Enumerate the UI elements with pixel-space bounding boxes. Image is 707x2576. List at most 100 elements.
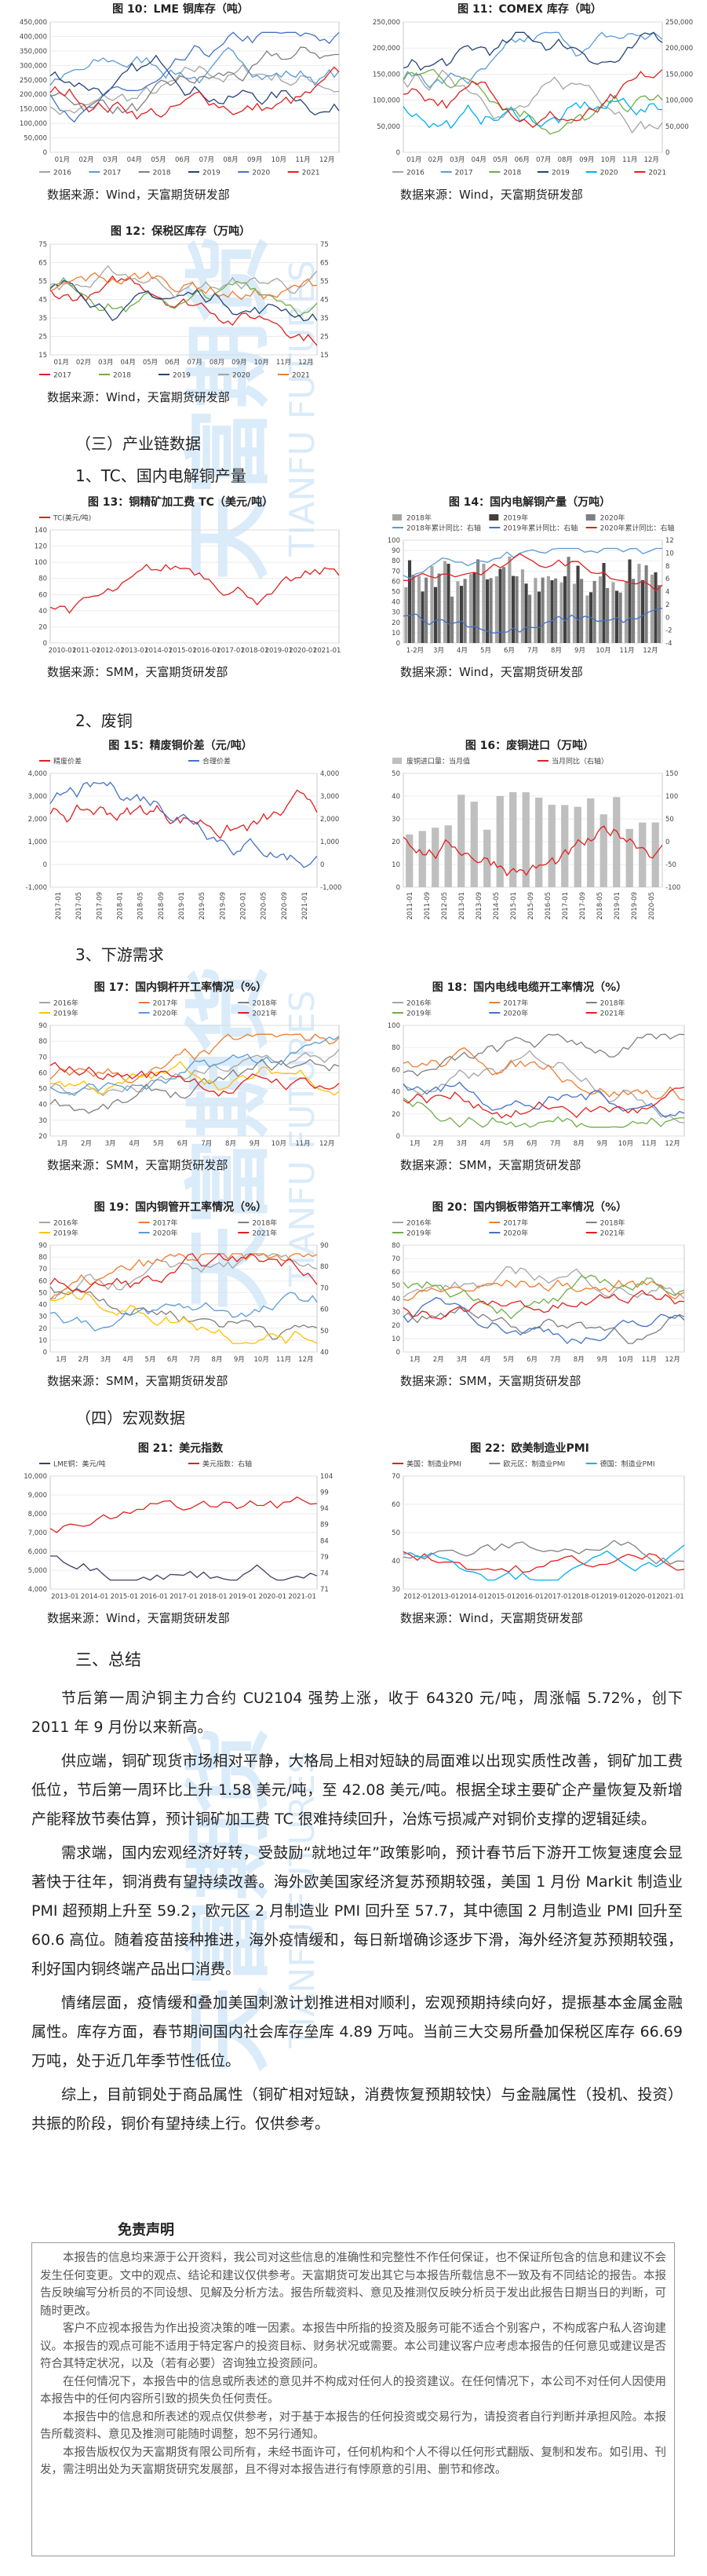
decor-bar <box>421 591 425 643</box>
y-tick-label: 8 <box>665 563 669 571</box>
x-tick-label: 2020-01 <box>289 647 317 655</box>
x-tick-label: 12月 <box>319 156 334 164</box>
decor-bar <box>548 805 556 887</box>
x-tick-label: 03月 <box>98 359 113 367</box>
legend-label: 2018年 <box>600 999 625 1008</box>
decor-line <box>403 69 663 134</box>
x-tick-label: 05月 <box>143 359 158 367</box>
legend-label: 德国：制造业PMI <box>600 1460 655 1469</box>
y-tick-label: 40 <box>392 1558 400 1566</box>
x-tick-label: 08月 <box>223 156 238 164</box>
x-tick-label: 2018-05 <box>596 892 604 920</box>
legend-label: 2018 <box>153 170 171 177</box>
y-tick-label: 90 <box>38 1242 47 1250</box>
y-tick-label: 2 <box>665 601 669 609</box>
x-tick-label: 2020-05 <box>648 892 656 920</box>
x-tick-label: 2月 <box>433 1140 444 1148</box>
y-tick-label: 4,000 <box>28 1586 47 1594</box>
x-tick-label: 2月 <box>433 1356 444 1364</box>
y-tick-label: 100 <box>388 537 400 545</box>
y-tick-label: 15 <box>320 352 329 360</box>
decor-bar <box>459 586 464 643</box>
legend-label: 欧元区：制造业PMI <box>503 1460 565 1469</box>
subsection-heading: 2、废铜 <box>75 711 133 730</box>
y-tick-label: 45 <box>38 297 47 305</box>
decor-bar <box>411 574 415 643</box>
legend-label: 2017 <box>103 170 121 177</box>
y-tick-label: 4,000 <box>320 770 339 778</box>
x-tick-label: 4月 <box>479 1356 490 1364</box>
y-tick-label: 0 <box>396 884 400 892</box>
plot-frame <box>49 773 318 888</box>
x-tick-label: 2017-05 <box>75 892 83 920</box>
y-tick-label: 100 <box>35 559 47 567</box>
x-tick-label: 2013-01 <box>51 1593 79 1601</box>
x-tick-label: 2018-01 <box>572 1593 600 1601</box>
decor-bar <box>628 559 632 643</box>
decor-line <box>403 1540 685 1565</box>
y-tick-label: 70 <box>38 1054 47 1061</box>
x-tick-label: 11月 <box>619 647 634 655</box>
y-tick-label: 150,000 <box>20 106 47 114</box>
y-tick-label: 100 <box>388 1022 400 1030</box>
watermark: 天富期货 TIANFU FUTURES <box>179 1727 323 2073</box>
decor-bar <box>430 566 434 643</box>
x-tick-label: 9月 <box>597 1140 608 1148</box>
y-tick-label: 0 <box>665 149 669 157</box>
y-tick-label: 40 <box>38 1102 47 1109</box>
y-tick-label: 250,000 <box>373 19 400 27</box>
decor-bar <box>640 579 645 643</box>
legend-label: 2020 <box>232 372 250 380</box>
y-tick-label: 50,000 <box>377 123 400 131</box>
y-tick-label: 40 <box>392 1295 400 1303</box>
legend-label: 废铜进口量：当月值 <box>406 757 470 766</box>
legend-label: 2019年 <box>503 513 528 523</box>
legend-label: 2018年累计同比：右轴 <box>406 524 481 533</box>
figure-source: 数据来源：Wind，天富期货研发部 <box>400 665 583 679</box>
figure-source: 数据来源：SMM，天富期货研发部 <box>47 1158 228 1172</box>
x-tick-label: 8月 <box>574 1140 585 1148</box>
decor-line <box>403 1307 685 1344</box>
y-tick-label: 10,000 <box>24 1473 47 1481</box>
y-tick-label: 250,000 <box>20 77 47 85</box>
x-tick-label: 4月 <box>479 1140 490 1148</box>
x-tick-label: 12月 <box>643 647 658 655</box>
x-tick-label: 06月 <box>165 359 180 367</box>
legend-label: 2016年 <box>406 1219 432 1228</box>
decor-bar <box>489 578 493 643</box>
decor-bar <box>550 580 554 643</box>
y-tick-label: 100,000 <box>373 97 400 105</box>
y-tick-label: 80 <box>392 1242 400 1250</box>
x-tick-label: 2019-01 <box>178 892 186 920</box>
x-tick-label: 2017-01 <box>562 892 570 920</box>
x-tick-label: 01月 <box>406 156 421 164</box>
x-tick-label: 2013-09 <box>476 892 483 920</box>
x-tick-label: 3月 <box>433 647 444 655</box>
y-tick-label: 89 <box>320 1522 329 1529</box>
y-tick-label: 50 <box>320 1328 329 1336</box>
x-tick-label: 11月 <box>295 156 310 164</box>
x-tick-label: 9月 <box>574 647 585 655</box>
y-tick-label: 80 <box>38 1038 47 1046</box>
x-tick-label: 06月 <box>175 156 190 164</box>
legend-label: 2020年 <box>503 1009 528 1018</box>
x-tick-label: 2017-01 <box>55 892 63 920</box>
decor-bar <box>654 572 658 643</box>
decor-line <box>403 1296 685 1345</box>
x-tick-label: 2013-01 <box>432 1593 460 1601</box>
legend-label: 2021 <box>302 170 320 177</box>
legend-label: 2020年 <box>153 1009 178 1018</box>
figure-title: 图 18：国内电线电缆开工率情况（%） <box>432 981 627 994</box>
figure-title: 图 12：保税区库存（万吨） <box>111 225 250 238</box>
y-tick-label: 20 <box>392 1322 400 1330</box>
x-tick-label: 01月 <box>54 359 69 367</box>
x-tick-label: 12月 <box>644 156 659 164</box>
figure-title: 图 14：国内电解铜产量（万吨） <box>449 495 610 509</box>
y-tick-label: 150 <box>665 770 678 778</box>
legend-label: 2018年 <box>252 999 277 1008</box>
y-tick-label: 20 <box>392 619 400 627</box>
y-tick-label: 350,000 <box>20 48 47 56</box>
decor-bar <box>443 561 446 643</box>
x-tick-label: 9月 <box>250 1140 261 1148</box>
